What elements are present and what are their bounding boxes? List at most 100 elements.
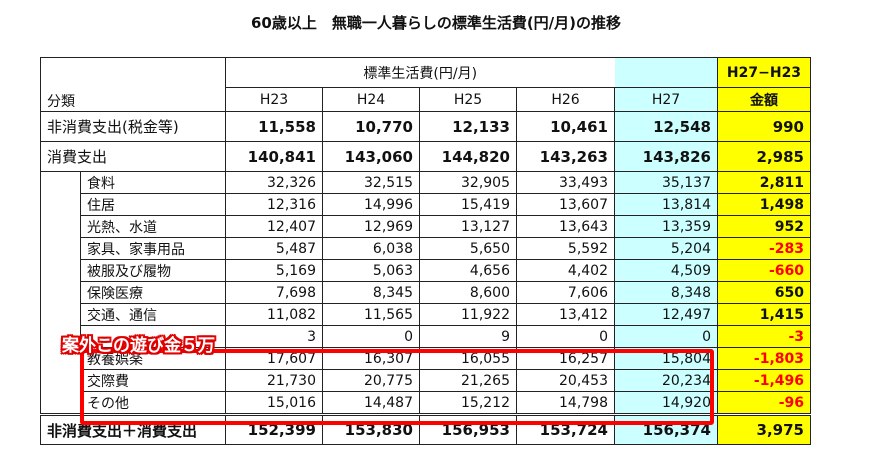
value-cell: 9 (419, 325, 517, 348)
value-cell: 15,419 (419, 193, 517, 216)
value-cell: 32,326 (225, 171, 323, 194)
value-cell: 0 (614, 325, 718, 348)
indent (40, 171, 81, 194)
value-cell: 5,487 (225, 237, 323, 260)
value-cell: 5,204 (614, 237, 718, 260)
value-cell: 20,453 (516, 369, 615, 392)
row-label: 交通、通信 (80, 303, 226, 326)
value-cell: 12,548 (614, 111, 718, 142)
value-cell: 12,316 (225, 193, 323, 216)
value-cell: 33,493 (516, 171, 615, 194)
diff-cell: 3,975 (717, 414, 811, 445)
value-cell: 156,374 (614, 414, 718, 445)
value-cell: 8,345 (322, 281, 420, 304)
table-row: 3 0 9 0 0 -3 (40, 325, 811, 348)
table-row: 光熱、水道 12,407 12,969 13,127 13,643 13,359 952 (40, 215, 811, 238)
value-cell: 13,412 (516, 303, 615, 326)
value-cell: 10,770 (322, 111, 420, 142)
title: 60歳以上 無職一人暮らしの標準生活費(円/月)の推移 (250, 14, 622, 32)
diff-cell: 2,811 (717, 171, 811, 194)
annotation: 案外この遊び金５万 (62, 336, 215, 356)
value-cell: 153,724 (516, 414, 615, 445)
value-cell: 11,082 (225, 303, 323, 326)
indent (40, 215, 81, 238)
value-cell: 15,212 (419, 391, 517, 415)
indent (40, 391, 81, 415)
diff-cell: 1,498 (717, 193, 811, 216)
row-label: 保険医療 (80, 281, 226, 304)
value-cell: 4,509 (614, 259, 718, 282)
value-cell: 21,265 (419, 369, 517, 392)
row-label: 被服及び履物 (80, 259, 226, 282)
value-cell: 13,359 (614, 215, 718, 238)
table: 分類 標準生活費(円/月) H27−H23 H23 H24 H25 H26 H27 金額 非消費支… (40, 57, 811, 445)
value-cell: 7,698 (225, 281, 323, 304)
table-row: 分類 標準生活費(円/月) H27−H23 (40, 57, 811, 112)
diff-cell: 2,985 (717, 141, 811, 172)
year-header: H25 (419, 87, 517, 112)
table-row: 住居 12,316 14,996 15,419 13,607 13,814 1,498 (40, 193, 811, 216)
value-cell: 11,558 (225, 111, 323, 142)
indent (40, 237, 81, 260)
row-label: 光熱、水道 (80, 215, 226, 238)
diff-header: H27−H23 (717, 57, 811, 88)
year-header: H27 (614, 87, 718, 112)
diff-cell: -1,803 (717, 347, 811, 370)
value-cell: 32,515 (322, 171, 420, 194)
row-label: 非消費支出(税金等) (40, 111, 226, 142)
diff-cell: 990 (717, 111, 811, 142)
value-cell: 144,820 (419, 141, 517, 172)
year-header: H23 (225, 87, 323, 112)
year-header: H24 (322, 87, 420, 112)
row-label: 消費支出 (40, 141, 226, 172)
value-cell: 4,656 (419, 259, 517, 282)
value-cell: 5,592 (516, 237, 615, 260)
diff-cell: 1,415 (717, 303, 811, 326)
value-cell: 0 (322, 325, 420, 348)
value-cell: 35,137 (614, 171, 718, 194)
value-cell: 152,399 (225, 414, 323, 445)
value-cell: 14,798 (516, 391, 615, 415)
row-label: 非消費支出＋消費支出 (40, 414, 226, 445)
value-cell: 14,487 (322, 391, 420, 415)
value-cell: 12,969 (322, 215, 420, 238)
value-cell: 0 (516, 325, 615, 348)
indent (40, 281, 81, 304)
diff-cell: -3 (717, 325, 811, 348)
value-cell: 12,497 (614, 303, 718, 326)
diff-label: 金額 (717, 87, 811, 112)
value-cell: 32,905 (419, 171, 517, 194)
value-cell: 21,730 (225, 369, 323, 392)
highlight-box (80, 349, 714, 425)
value-cell: 5,169 (225, 259, 323, 282)
diff-cell: 952 (717, 215, 811, 238)
group-header-end (614, 57, 718, 88)
diff-cell: 650 (717, 281, 811, 304)
diff-cell: -660 (717, 259, 811, 282)
table-row: 非消費支出(税金等) 11,558 10,770 12,133 10,461 12,548… (40, 111, 811, 142)
table-row: 被服及び履物 5,169 5,063 4,656 4,402 4,509 -660 (40, 259, 811, 282)
value-cell: 14,996 (322, 193, 420, 216)
value-cell: 156,953 (419, 414, 517, 445)
value-cell: 6,038 (322, 237, 420, 260)
table-row: 交際費 21,730 20,775 21,265 20,453 20,234 -1,496 (40, 369, 811, 392)
group-header: 標準生活費(円/月) (225, 57, 615, 88)
row-label: 家具、家事用品 (80, 237, 226, 260)
value-cell: 143,263 (516, 141, 615, 172)
diff-cell: -283 (717, 237, 811, 260)
value-cell: 7,606 (516, 281, 615, 304)
value-cell: 140,841 (225, 141, 323, 172)
value-cell: 153,830 (322, 414, 420, 445)
value-cell: 20,234 (614, 369, 718, 392)
value-cell: 143,060 (322, 141, 420, 172)
value-cell: 5,063 (322, 259, 420, 282)
value-cell: 8,348 (614, 281, 718, 304)
row-label: 住居 (80, 193, 226, 216)
value-cell: 10,461 (516, 111, 615, 142)
diff-cell: -1,496 (717, 369, 811, 392)
indent (40, 369, 81, 392)
value-cell: 143,826 (614, 141, 718, 172)
value-cell: 5,650 (419, 237, 517, 260)
row-label: 食料 (80, 171, 226, 194)
